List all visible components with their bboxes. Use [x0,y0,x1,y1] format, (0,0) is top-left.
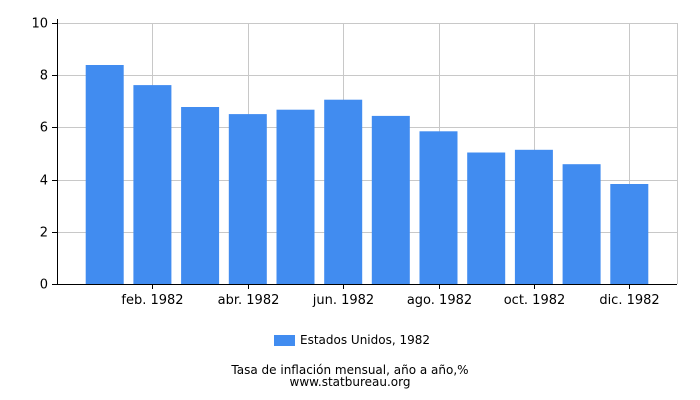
chart-caption: Tasa de inflación mensual, año a año,% [231,363,469,377]
chart-legend: Estados Unidos, 1982 [274,333,430,347]
bar [324,99,363,284]
bar [85,65,124,284]
x-tick-label: oct. 1982 [504,293,566,308]
x-tick-label: ago. 1982 [407,293,472,308]
y-tick-label: 10 [31,17,48,32]
source-link[interactable]: www.statbureau.org [289,375,411,389]
x-tick-label: feb. 1982 [121,293,183,308]
axes: 0 2 4 6 8 10 feb. 1982 abr. 1982 jun. 1982 ago. 1… [31,17,677,308]
y-tick-label: 2 [40,226,48,241]
bar [514,149,553,284]
x-tick-label: dic. 1982 [599,293,659,308]
bar-chart: 0 2 4 6 8 10 feb. 1982 abr. 1982 jun. 1982 ago. 1… [31,17,678,308]
bar [228,114,267,284]
bars [85,65,649,285]
bar [181,107,220,284]
x-tick-label: jun. 1982 [312,293,374,308]
y-tick-label: 8 [40,69,48,84]
y-tick-label: 0 [40,278,48,293]
bar [467,152,506,284]
legend-swatch [274,334,295,346]
bar [419,131,458,284]
y-tick-label: 4 [40,174,48,189]
x-tick-label: abr. 1982 [218,293,280,308]
bar [371,115,410,285]
legend-label: Estados Unidos, 1982 [300,333,431,347]
y-tick-label: 6 [40,121,48,136]
bar [562,164,601,284]
bar [276,109,315,284]
bar [610,184,649,284]
bar [133,85,172,284]
